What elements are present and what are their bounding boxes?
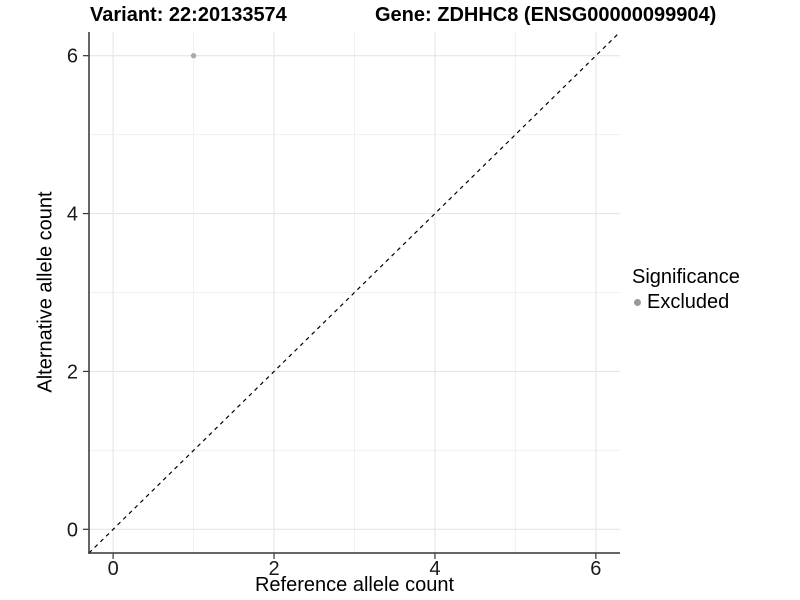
plot-title-variant: Variant: 22:20133574 xyxy=(90,4,287,26)
legend: Significance Excluded xyxy=(632,265,740,315)
x-tick-label: 2 xyxy=(268,558,279,580)
legend-title: Significance xyxy=(632,266,740,288)
data-point-excluded xyxy=(190,52,197,59)
x-tick-label: 0 xyxy=(108,558,119,580)
legend-item-excluded: Excluded xyxy=(632,290,740,315)
x-axis-title: Reference allele count xyxy=(254,574,454,596)
excluded-marker-icon xyxy=(634,299,641,306)
y-tick-label: 0 xyxy=(67,519,78,541)
plot-title-gene: Gene: ZDHHC8 (ENSG00000099904) xyxy=(375,4,717,26)
legend-item-label: Excluded xyxy=(647,291,730,313)
y-tick-label: 2 xyxy=(67,361,78,383)
y-tick-label: 6 xyxy=(67,46,78,68)
identity-line xyxy=(88,31,621,554)
x-tick-label: 4 xyxy=(429,558,440,580)
y-axis-title: Alternative allele count xyxy=(34,191,57,393)
y-tick-label: 4 xyxy=(67,204,78,226)
x-tick-label: 6 xyxy=(590,558,601,580)
